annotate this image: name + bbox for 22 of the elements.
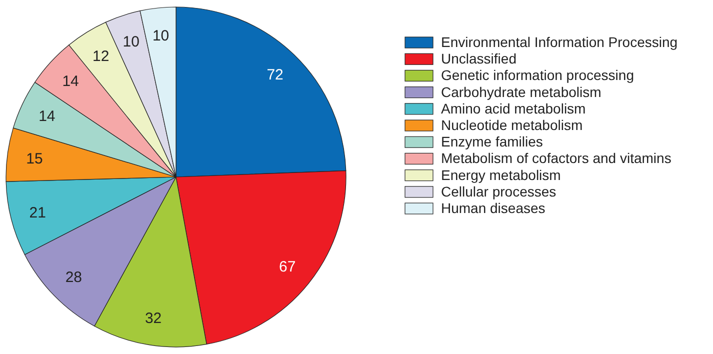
data-label: 28 bbox=[65, 268, 82, 286]
legend-label: Unclassified bbox=[441, 50, 516, 67]
legend-label: Human diseases bbox=[441, 200, 546, 216]
data-label: 15 bbox=[26, 150, 43, 168]
legend-label: Cellular processes bbox=[441, 183, 556, 200]
legend-label: Genetic information processing bbox=[441, 67, 634, 84]
legend-label: Environmental Information Processing bbox=[441, 34, 678, 50]
legend-label: Carbohydrate metabolism bbox=[441, 84, 602, 100]
data-label: 10 bbox=[122, 34, 140, 51]
data-label: 72 bbox=[266, 66, 284, 84]
data-label: 67 bbox=[279, 258, 296, 276]
data-label: 10 bbox=[152, 27, 170, 44]
data-label: 14 bbox=[62, 72, 79, 90]
legend-label: Metabolism of cofactors and vitamins bbox=[441, 150, 672, 166]
legend-label: Amino acid metabolism bbox=[441, 100, 586, 116]
legend-label: Nucleotide metabolism bbox=[441, 117, 583, 133]
data-label: 21 bbox=[29, 204, 46, 222]
data-label: 14 bbox=[38, 108, 56, 126]
data-label: 12 bbox=[92, 48, 110, 65]
data-label: 32 bbox=[144, 310, 162, 328]
legend-label: Energy metabolism bbox=[441, 166, 561, 183]
legend-label: Enzyme families bbox=[441, 134, 543, 150]
